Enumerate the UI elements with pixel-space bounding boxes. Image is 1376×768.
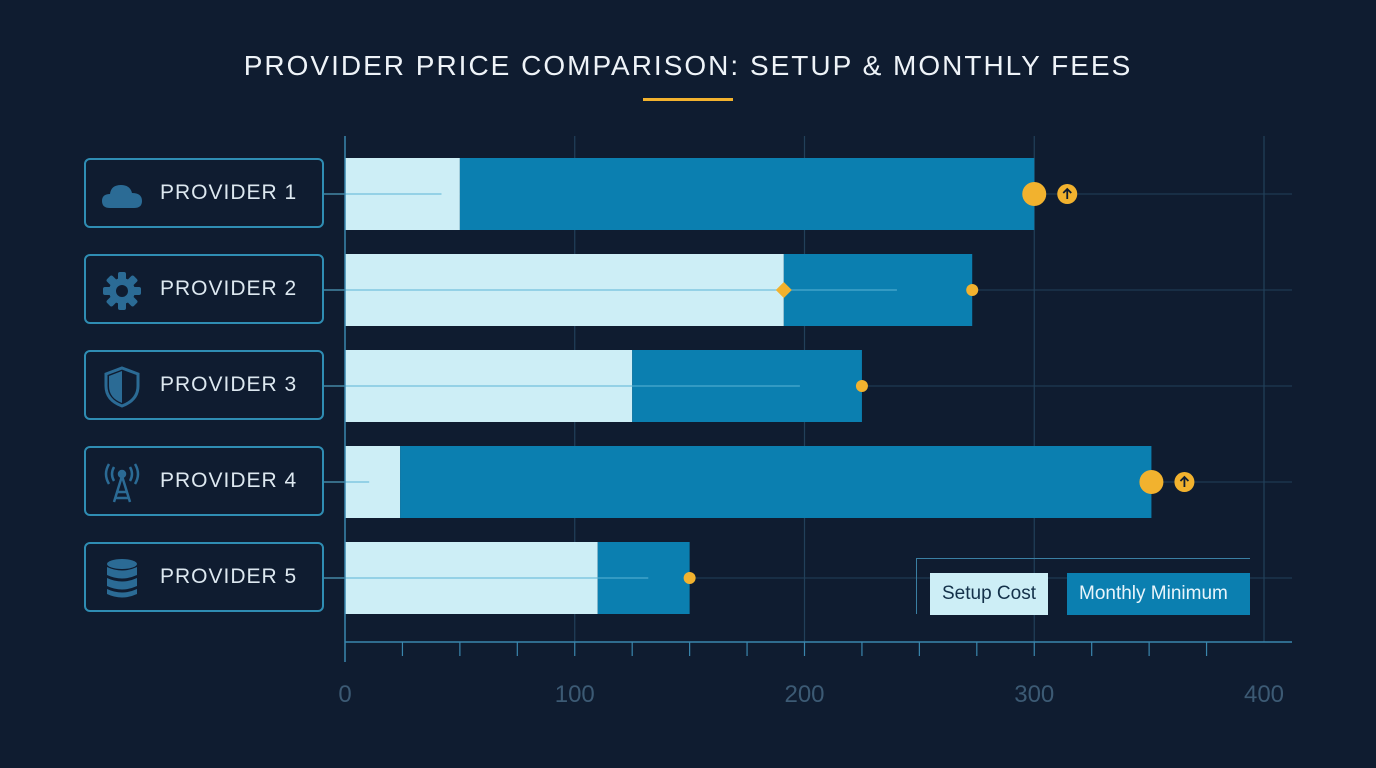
provider-label-text: PROVIDER 2 xyxy=(160,277,298,300)
x-tick-label: 0 xyxy=(338,681,351,708)
legend-item-setup-cost: Setup Cost xyxy=(930,573,1048,615)
chart-title: PROVIDER PRICE COMPARISON: SETUP & MONTH… xyxy=(243,50,1133,81)
legend-frame xyxy=(916,558,1250,614)
provider-label-text: PROVIDER 4 xyxy=(160,469,298,492)
provider-label-text: PROVIDER 1 xyxy=(160,181,298,204)
provider-label-1: PROVIDER 1 xyxy=(84,158,324,228)
legend-item-monthly-minimum: Monthly Minimum xyxy=(1067,573,1250,615)
x-tick-label: 400 xyxy=(1244,681,1284,708)
total-marker xyxy=(855,380,868,392)
bar-monthly-minimum xyxy=(459,158,1035,230)
database-icon xyxy=(100,557,144,601)
bar-monthly-minimum xyxy=(400,446,1152,518)
up-arrow-icon xyxy=(1179,475,1190,487)
up-arrow-icon xyxy=(1062,187,1072,199)
shield-icon xyxy=(100,365,144,409)
provider-label-text: PROVIDER 3 xyxy=(160,373,298,396)
x-tick-label: 200 xyxy=(784,681,824,708)
total-marker xyxy=(1022,182,1047,206)
total-marker xyxy=(1139,470,1164,494)
provider-label-text: PROVIDER 5 xyxy=(160,565,298,588)
provider-label-2: PROVIDER 2 xyxy=(84,254,324,324)
cloud-icon xyxy=(100,173,144,217)
diamond-marker xyxy=(775,282,792,298)
total-marker xyxy=(966,284,979,296)
total-marker xyxy=(683,572,696,584)
provider-label-4: PROVIDER 4 xyxy=(84,446,324,516)
x-tick-label: 100 xyxy=(555,681,595,708)
title-underline xyxy=(643,98,733,101)
x-tick-label: 300 xyxy=(1014,681,1054,708)
gear-icon xyxy=(100,269,144,313)
provider-label-5: PROVIDER 5 xyxy=(84,542,324,612)
antenna-icon xyxy=(100,461,144,505)
provider-label-3: PROVIDER 3 xyxy=(84,350,324,420)
